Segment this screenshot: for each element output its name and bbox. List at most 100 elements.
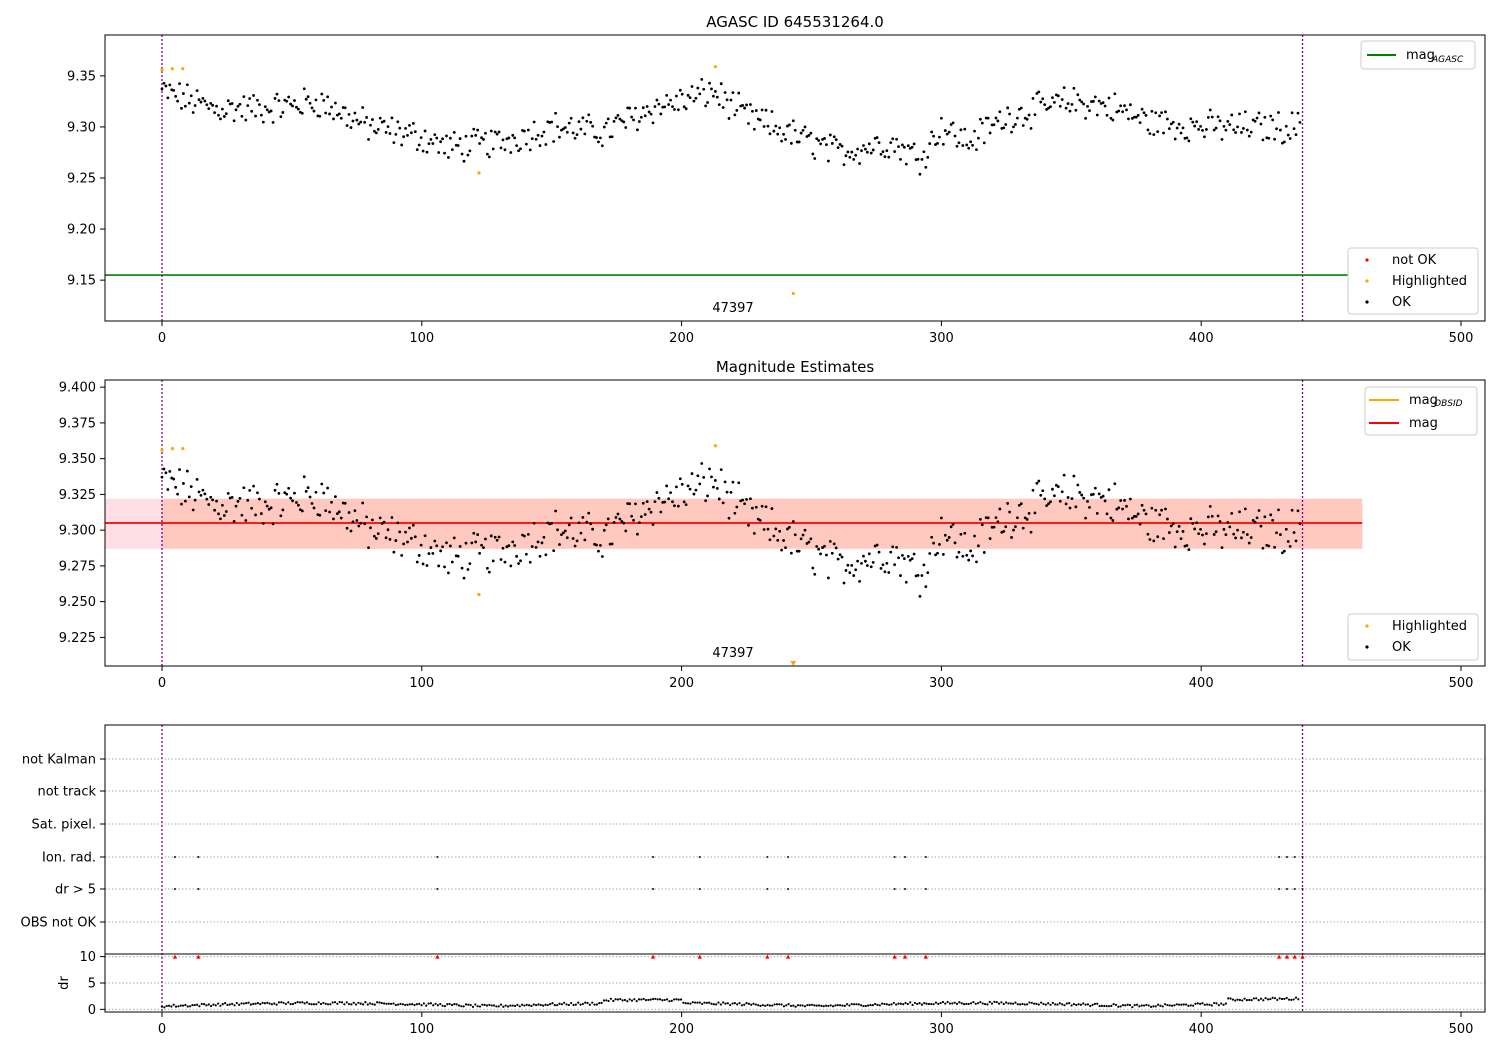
dr-point <box>380 1001 383 1005</box>
ok-point <box>1103 499 1107 503</box>
dr-point <box>785 1004 788 1007</box>
dr-point <box>850 1002 853 1006</box>
flag-point <box>787 887 790 891</box>
ok-point <box>675 94 678 98</box>
ok-point <box>616 113 620 117</box>
dr-point <box>1252 997 1256 1000</box>
flag-label: not track <box>37 785 96 800</box>
ok-point <box>1074 505 1078 509</box>
dr-point <box>630 999 634 1002</box>
dr-point <box>979 1000 982 1004</box>
ok-point <box>949 123 953 126</box>
dr-point <box>336 1002 339 1005</box>
dr-point <box>717 1001 720 1004</box>
ok-point <box>1203 542 1206 546</box>
ok-point <box>665 93 669 97</box>
ok-point <box>980 523 984 527</box>
dr-point <box>750 1003 753 1006</box>
ok-point <box>758 518 762 522</box>
ok-point <box>427 552 431 555</box>
ok-point <box>961 144 965 147</box>
ok-point <box>940 516 943 520</box>
dr-point <box>1138 1005 1141 1008</box>
ok-point <box>1208 504 1212 508</box>
ok-point <box>754 505 758 509</box>
dr-point <box>1178 1003 1181 1006</box>
ok-point <box>1144 512 1148 516</box>
ok-point <box>825 143 828 147</box>
ok-point <box>669 491 672 495</box>
dr-point <box>902 1003 905 1006</box>
dr-point <box>930 1002 933 1006</box>
ok-point <box>372 129 376 133</box>
ok-point <box>797 140 801 144</box>
ok-point <box>1064 106 1068 110</box>
ok-point <box>458 137 462 140</box>
dr-point <box>857 1003 860 1006</box>
ok-point <box>532 120 536 124</box>
dr-point <box>399 1002 402 1006</box>
ok-point <box>1166 117 1169 121</box>
dr-point <box>1051 1001 1054 1004</box>
ok-point <box>1080 100 1084 104</box>
ok-point <box>1004 123 1008 126</box>
ok-point <box>189 94 193 98</box>
ok-point <box>1177 524 1181 528</box>
ok-point <box>747 523 750 527</box>
ok-point <box>554 111 557 115</box>
ok-point <box>924 585 928 589</box>
ok-point <box>721 106 725 109</box>
ok-point <box>172 477 176 481</box>
dr-point <box>1285 996 1288 1000</box>
ok-point <box>421 562 425 566</box>
ok-point <box>558 135 561 139</box>
ok-point <box>423 534 427 538</box>
ok-point <box>1156 535 1160 539</box>
ok-point <box>1029 530 1033 534</box>
ok-point <box>450 560 454 564</box>
ok-point <box>406 133 409 137</box>
ok-point <box>1008 510 1011 514</box>
ok-point <box>893 150 897 153</box>
ok-point <box>1060 98 1064 101</box>
dr-point <box>759 1004 762 1007</box>
ok-point <box>242 486 246 490</box>
ok-point <box>934 553 937 557</box>
dr-point <box>1068 1002 1071 1005</box>
flag-point <box>766 855 769 859</box>
dr-point <box>1133 1004 1136 1007</box>
ok-point <box>285 99 289 103</box>
ok-point <box>563 126 567 129</box>
ok-point <box>199 493 203 497</box>
ok-point <box>382 119 386 123</box>
dr-point <box>710 1002 713 1005</box>
ok-point <box>1173 545 1177 549</box>
ok-point <box>269 506 273 510</box>
ok-point <box>355 118 359 122</box>
dr-point <box>988 1000 991 1004</box>
ok-point <box>795 549 799 553</box>
ok-point <box>1179 537 1183 541</box>
ok-point <box>386 528 390 532</box>
dr-point <box>640 998 643 1001</box>
dr-clipped-marker <box>196 954 201 959</box>
magnitude-legend-lower: Highlighted OK <box>1347 613 1479 661</box>
ok-point <box>710 475 713 479</box>
ok-point <box>725 98 729 102</box>
dr-point <box>268 1002 271 1005</box>
ok-point <box>497 130 501 134</box>
dr-point <box>224 1002 227 1005</box>
ok-point <box>248 97 252 100</box>
ok-point <box>1277 111 1280 114</box>
ok-point <box>524 552 528 556</box>
dr-point <box>1042 1002 1045 1006</box>
dr-point <box>878 1004 881 1007</box>
ok-point <box>1210 115 1214 119</box>
ok-point <box>164 471 168 475</box>
ok-point <box>1129 497 1132 501</box>
ok-point <box>1238 510 1241 514</box>
dr-point <box>565 1003 568 1006</box>
dr-point <box>1163 1003 1167 1006</box>
dr-point <box>1004 1001 1008 1004</box>
dr-point <box>939 1001 942 1005</box>
